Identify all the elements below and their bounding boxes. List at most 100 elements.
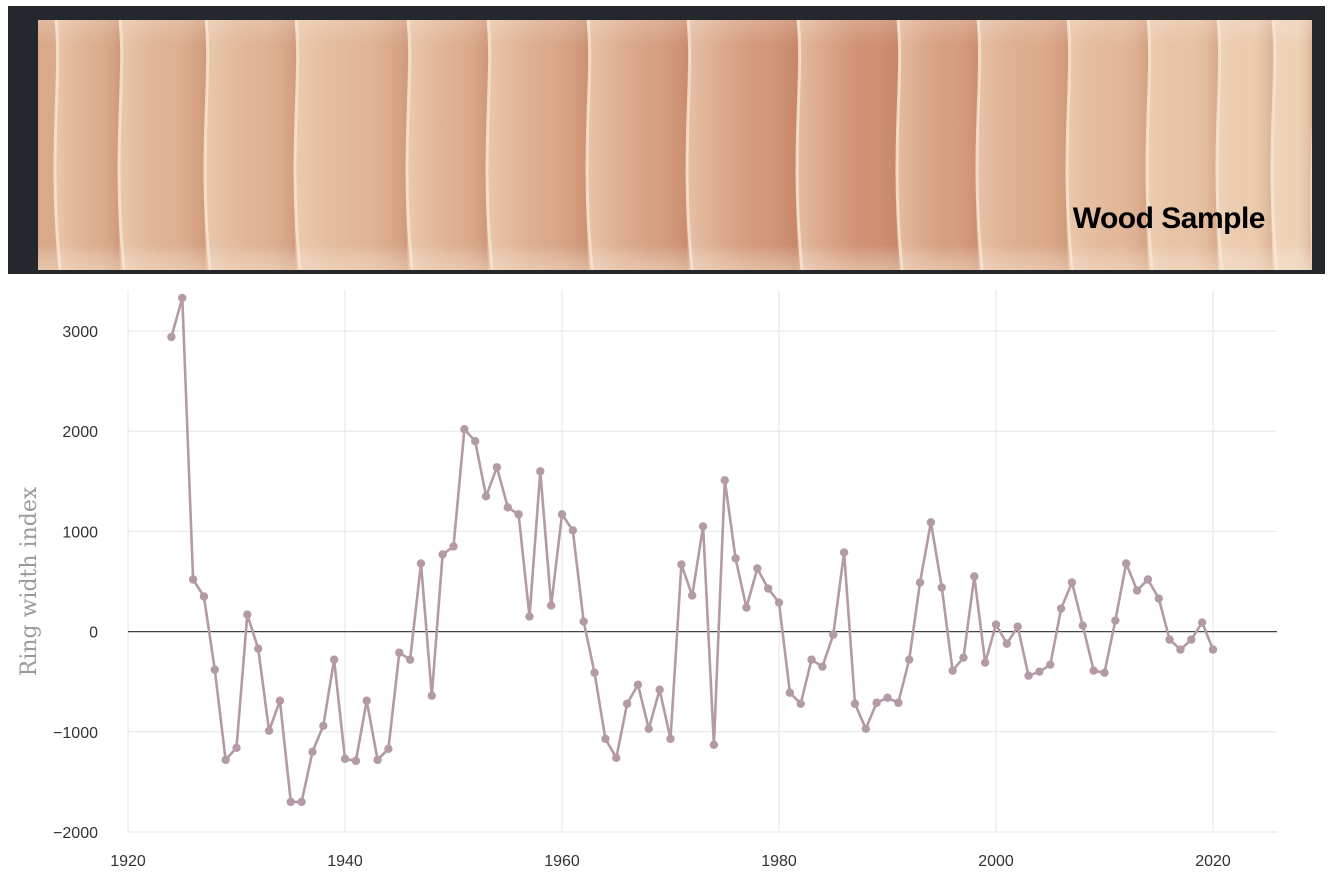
data-point xyxy=(850,699,860,708)
data-point xyxy=(427,691,436,700)
x-tick-label: 1940 xyxy=(327,853,363,870)
data-point xyxy=(905,655,914,664)
data-point xyxy=(709,740,719,750)
x-axis-ticks: 1920 1940 1960 1980 2000 2020 xyxy=(110,853,1231,870)
data-point xyxy=(416,559,426,568)
data-point xyxy=(492,463,502,472)
data-point xyxy=(362,696,371,705)
data-point xyxy=(915,578,925,587)
wood-sample-label: Wood Sample xyxy=(1072,202,1266,235)
data-point xyxy=(1002,639,1012,648)
data-point xyxy=(785,688,795,697)
data-point xyxy=(1197,618,1207,627)
data-point xyxy=(243,610,252,619)
data-point xyxy=(1067,578,1077,587)
data-point xyxy=(655,685,664,694)
grid-lines xyxy=(127,290,1277,833)
data-point xyxy=(319,721,328,730)
data-point xyxy=(1056,604,1066,613)
data-point xyxy=(894,698,903,707)
data-point xyxy=(536,467,545,476)
data-point xyxy=(1122,559,1131,568)
data-point xyxy=(1089,666,1098,675)
data-point xyxy=(612,753,621,763)
data-point xyxy=(221,755,230,765)
data-point xyxy=(568,526,578,535)
series-line xyxy=(170,296,1215,804)
data-point xyxy=(633,680,643,689)
data-point xyxy=(872,698,881,707)
data-point xyxy=(1100,668,1109,677)
data-point xyxy=(471,437,480,446)
data-point xyxy=(351,756,361,766)
wood-sample-image xyxy=(38,20,1312,270)
data-point xyxy=(308,747,317,757)
y-tick-label: 2000 xyxy=(62,424,98,441)
data-point xyxy=(438,550,447,559)
data-point xyxy=(774,598,784,607)
data-point xyxy=(405,655,415,664)
data-point xyxy=(818,662,827,671)
data-point xyxy=(1154,594,1163,603)
data-point xyxy=(601,734,610,744)
x-tick-label: 1980 xyxy=(761,853,797,870)
data-point xyxy=(525,612,534,621)
x-tick-label: 2020 xyxy=(1195,853,1231,870)
data-point xyxy=(384,744,393,754)
data-point xyxy=(970,572,979,581)
data-point xyxy=(178,293,187,303)
data-point xyxy=(254,644,263,653)
data-point xyxy=(481,492,491,501)
data-point xyxy=(677,560,686,569)
data-point xyxy=(1035,667,1044,676)
data-point xyxy=(1165,635,1174,644)
ring-width-series xyxy=(167,293,1218,807)
data-point xyxy=(829,630,838,639)
data-point xyxy=(210,665,219,674)
y-tick-label: 0 xyxy=(89,625,98,642)
data-point xyxy=(926,518,936,527)
data-point xyxy=(199,592,209,601)
data-point xyxy=(1078,621,1088,630)
data-point xyxy=(1208,645,1218,654)
data-point xyxy=(514,510,523,519)
data-point xyxy=(1132,586,1142,595)
data-point xyxy=(861,724,870,733)
data-point xyxy=(232,743,241,753)
data-point xyxy=(297,797,306,807)
data-point xyxy=(1013,622,1022,631)
data-point xyxy=(1143,575,1153,584)
data-point xyxy=(1111,616,1120,625)
x-tick-label: 1920 xyxy=(110,853,146,870)
data-point xyxy=(1187,635,1196,644)
data-point xyxy=(991,620,1001,629)
data-point xyxy=(395,648,404,657)
data-point xyxy=(460,424,469,434)
data-point xyxy=(937,583,946,592)
y-tick-label: −2000 xyxy=(53,825,98,842)
data-point xyxy=(731,554,740,563)
data-point xyxy=(275,696,285,705)
data-point xyxy=(753,564,762,573)
data-point xyxy=(546,601,556,610)
data-point xyxy=(1046,660,1055,669)
data-point xyxy=(503,503,512,512)
data-point xyxy=(807,655,816,664)
ring-width-chart: 3000 2000 1000 0 −1000 −2000 1920 1940 1960 1980… xyxy=(17,290,1277,870)
y-axis-ticks: 3000 2000 1000 0 −1000 −2000 xyxy=(53,324,98,842)
wood-sample-panel: Wood Sample xyxy=(8,6,1325,274)
data-point xyxy=(698,522,708,531)
y-tick-label: −1000 xyxy=(53,725,98,742)
data-point xyxy=(959,653,968,662)
x-tick-label: 2000 xyxy=(978,853,1014,870)
y-axis-label: Ring width index xyxy=(17,486,42,676)
data-point xyxy=(948,666,957,675)
data-point xyxy=(742,603,751,612)
y-tick-label: 1000 xyxy=(62,524,98,541)
y-tick-label: 3000 xyxy=(62,324,98,341)
data-point xyxy=(666,734,675,744)
data-point xyxy=(557,510,567,519)
data-point xyxy=(622,699,632,708)
data-point xyxy=(286,797,295,807)
data-point xyxy=(763,584,773,593)
